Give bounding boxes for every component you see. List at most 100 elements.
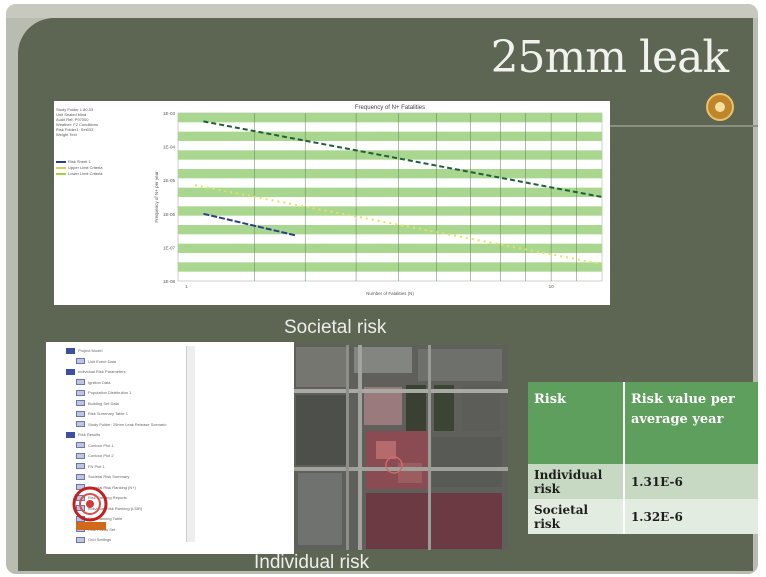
legend-swatch	[56, 160, 66, 163]
tree-item[interactable]: Project Model	[66, 346, 102, 355]
document-icon	[76, 421, 85, 427]
fn-xtick-label: 1	[185, 284, 188, 289]
tree-scrollbar[interactable]	[186, 346, 195, 542]
slide: 25mm leak Study Folder 1.80.53 Unit Seale…	[6, 4, 758, 574]
individual-risk-caption: Individual risk	[254, 552, 370, 573]
risk-results-table: Risk Risk value per average year Individ…	[528, 382, 758, 534]
tree-item[interactable]: Population Distribution 1	[76, 388, 131, 397]
fn-ytick-label: 1E-06	[163, 212, 176, 217]
folder-icon	[66, 368, 75, 375]
fn-grid-band	[178, 169, 602, 179]
fn-legend: Risk Sheet 1 Upper Limit Criteria Lower Li…	[56, 159, 102, 177]
tree-item-label: Risk Ranking Table	[88, 516, 123, 521]
tree-item-label: Study Folder: 25mm Leak Release Scenario	[88, 421, 167, 427]
tree-item-label: Societal Risk Ranking (N+)	[88, 484, 136, 490]
slide-title: 25mm leak	[490, 32, 729, 83]
tree-item-label: FN Plot 1	[88, 463, 105, 469]
map-margin	[198, 342, 294, 554]
row-value: 1.32E-6	[623, 499, 758, 534]
societal-risk-caption: Societal risk	[284, 317, 387, 338]
tree-item-label: Project Model	[78, 348, 103, 353]
document-icon	[76, 358, 85, 364]
fn-chart-title: Frequency of N+ Fatalities	[355, 105, 425, 111]
document-icon	[76, 536, 85, 543]
fn-study-info: Study Folder 1.80.53 Unit Sealed blind Aud…	[56, 107, 98, 137]
satellite-risk-map	[294, 345, 508, 550]
tree-item[interactable]: Contour Plot 1	[76, 441, 114, 450]
fn-upper-criteria-line	[203, 120, 603, 198]
fn-grid-band	[178, 243, 602, 253]
table-row: Societal risk 1.32E-6	[528, 499, 758, 534]
fn-ytick-label: 1E-04	[163, 145, 176, 150]
folder-icon	[66, 347, 75, 354]
table-header-row: Risk Risk value per average year	[528, 382, 758, 464]
row-value: 1.31E-6	[623, 464, 758, 499]
fn-ytick-label: 1E-08	[163, 279, 176, 284]
fn-legend-item: Upper Limit Criteria	[56, 165, 102, 171]
tree-item-label: Ignition Data	[88, 379, 111, 385]
folder-icon	[66, 431, 75, 438]
table-row: Individual risk 1.31E-6	[528, 464, 758, 499]
tree-item-label: Unit Event Data	[88, 358, 117, 364]
tree-item-label: Individual Risk Parameters	[78, 369, 126, 374]
fn-grid-band	[178, 113, 602, 123]
fn-grid-band	[178, 150, 602, 160]
study-tree-panel[interactable]: Project Model Unit Event Data Individual R…	[46, 342, 199, 554]
slide-top-band	[6, 4, 758, 18]
fn-ytick-label: 1E-05	[163, 178, 176, 183]
document-icon	[76, 389, 85, 396]
tree-item-label: Individual Risk Ranking (LSIR)	[88, 505, 143, 511]
fn-info-line: Study Folder 1.80.53	[56, 107, 94, 112]
fn-grid-band	[178, 131, 602, 141]
fn-info-line: Weather: F2 Conditions	[56, 122, 98, 127]
tree-item[interactable]: Ignition Data	[76, 378, 110, 387]
document-icon	[76, 442, 85, 448]
fn-ytick-label: 1E-07	[163, 245, 176, 250]
tree-item[interactable]: Unit Event Data	[76, 357, 116, 366]
tree-item[interactable]: Individual Risk Parameters	[66, 367, 126, 376]
tree-item[interactable]: Building Set Data	[76, 399, 119, 408]
fn-info-line: Risk Folder1: Set033	[56, 127, 94, 132]
cursor-highlight-icon	[72, 486, 108, 530]
institute-logo-icon	[706, 93, 734, 121]
tree-item-label: Building Set Data	[88, 400, 119, 406]
tree-item-label: Societal Risk Summary	[88, 474, 130, 479]
fn-curve-window: Study Folder 1.80.53 Unit Sealed blind Aud…	[54, 101, 610, 305]
fn-legend-item: Risk Sheet 1	[56, 159, 102, 165]
document-icon	[76, 400, 85, 406]
tree-item[interactable]: Study Folder: 25mm Leak Release Scenario	[76, 420, 166, 429]
tree-item-label: Risk Results	[78, 432, 101, 437]
tree-item-label: Risk Summary Table 1	[88, 411, 128, 416]
header-risk-value: Risk value per average year	[623, 382, 758, 464]
title-underline	[610, 125, 758, 127]
fn-legend-item: Lower Limit Criteria	[56, 171, 102, 177]
fn-xlabel: Number of Fatalities (N)	[366, 291, 414, 296]
tree-item-label: Risk Ranking Reports	[88, 495, 127, 500]
fn-info-line: Unit Sealed blind	[56, 112, 87, 117]
legend-swatch	[56, 172, 66, 175]
legend-label: Lower Limit Criteria	[68, 171, 103, 176]
fn-ytick-label: 1E-03	[163, 111, 176, 116]
tree-item-label: Population Distribution 1	[88, 390, 132, 395]
tree-item[interactable]: FN Plot 1	[76, 462, 105, 471]
tree-item-label: Contour Plot 1	[88, 442, 114, 448]
document-icon	[76, 463, 85, 469]
row-label: Individual risk	[528, 464, 625, 499]
document-icon	[76, 379, 85, 385]
tree-item[interactable]: Risk Results	[66, 430, 100, 439]
header-risk: Risk	[528, 382, 625, 464]
tree-item[interactable]: Contour Plot 2	[76, 451, 114, 460]
fn-info-line: Weight Text	[56, 132, 77, 137]
fn-ylabel: Frequency of N+ per year	[154, 171, 159, 223]
fn-xtick-label: 10	[549, 284, 555, 289]
tree-item[interactable]: Grid Settings	[76, 535, 111, 544]
tree-item[interactable]: Risk Summary Table 1	[76, 409, 128, 418]
row-label: Societal risk	[528, 499, 625, 534]
fn-info-line: Audit Ref: P97000	[56, 117, 89, 122]
document-icon	[76, 473, 85, 480]
satellite-image	[294, 345, 508, 550]
fn-grid-band	[178, 187, 602, 197]
fn-grid-band	[178, 225, 602, 235]
tree-item[interactable]: Societal Risk Summary	[76, 472, 129, 481]
legend-swatch	[56, 166, 66, 169]
